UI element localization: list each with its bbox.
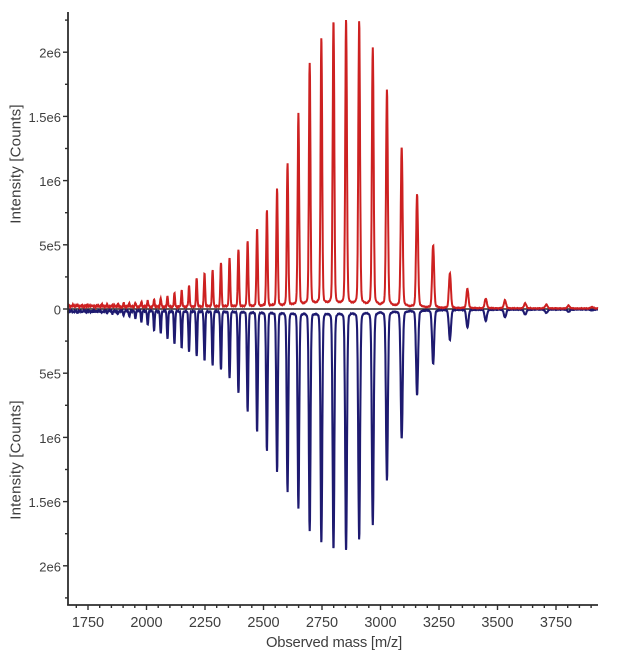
- svg-text:2750: 2750: [306, 615, 338, 631]
- svg-text:Intensity [Counts]: Intensity [Counts]: [8, 400, 25, 520]
- svg-text:3250: 3250: [423, 615, 455, 631]
- svg-text:1750: 1750: [72, 615, 104, 631]
- svg-text:2e6: 2e6: [39, 46, 61, 61]
- svg-text:2000: 2000: [130, 615, 162, 631]
- svg-text:3000: 3000: [364, 615, 396, 631]
- svg-text:Intensity [Counts]: Intensity [Counts]: [8, 104, 25, 224]
- svg-text:5e5: 5e5: [39, 238, 61, 253]
- svg-text:0: 0: [54, 303, 61, 318]
- svg-text:2250: 2250: [189, 615, 221, 631]
- svg-text:5e5: 5e5: [39, 367, 61, 382]
- svg-text:1.5e6: 1.5e6: [28, 110, 61, 125]
- svg-text:1e6: 1e6: [39, 431, 61, 446]
- svg-text:Observed mass [m/z]: Observed mass [m/z]: [266, 635, 402, 651]
- svg-text:1e6: 1e6: [39, 174, 61, 189]
- svg-text:2500: 2500: [247, 615, 279, 631]
- svg-text:3750: 3750: [540, 615, 572, 631]
- svg-text:2e6: 2e6: [39, 559, 61, 574]
- svg-text:1.5e6: 1.5e6: [28, 495, 61, 510]
- svg-text:3500: 3500: [481, 615, 513, 631]
